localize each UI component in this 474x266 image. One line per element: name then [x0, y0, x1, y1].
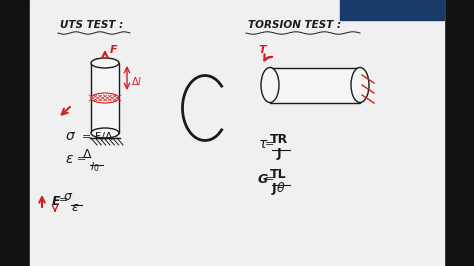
- Text: $\Delta$: $\Delta$: [82, 148, 92, 161]
- Bar: [444, 0, 474, 266]
- Text: E: E: [52, 195, 61, 208]
- Ellipse shape: [261, 68, 279, 102]
- Text: =: =: [265, 139, 274, 149]
- Text: TORSION TEST :: TORSION TEST :: [248, 20, 341, 30]
- Text: J: J: [277, 147, 282, 160]
- Text: =: =: [265, 174, 274, 184]
- Bar: [340, 0, 444, 20]
- Text: = F/A: = F/A: [82, 132, 113, 142]
- Ellipse shape: [91, 93, 119, 103]
- Text: F: F: [110, 45, 118, 55]
- Text: $\sigma$: $\sigma$: [65, 129, 76, 143]
- Text: TR: TR: [270, 133, 288, 146]
- Text: UTS TEST :: UTS TEST :: [60, 20, 123, 30]
- Ellipse shape: [351, 68, 369, 102]
- Ellipse shape: [91, 128, 119, 138]
- Text: $\sigma$: $\sigma$: [63, 190, 73, 203]
- Text: $\varepsilon$: $\varepsilon$: [71, 201, 79, 214]
- Text: $\varepsilon$: $\varepsilon$: [65, 152, 74, 166]
- Bar: [91, 63, 119, 133]
- Text: $\Delta l$: $\Delta l$: [131, 75, 142, 87]
- Bar: [270, 68, 360, 102]
- Text: TL: TL: [270, 168, 287, 181]
- Text: $\tau$: $\tau$: [258, 137, 268, 151]
- Text: T: T: [258, 45, 265, 55]
- Bar: [0, 0, 30, 266]
- Text: G: G: [258, 173, 268, 186]
- Bar: [30, 0, 444, 266]
- Ellipse shape: [91, 58, 119, 68]
- Text: J$\theta$: J$\theta$: [271, 180, 286, 197]
- Text: =: =: [59, 195, 68, 205]
- Text: =: =: [77, 154, 86, 164]
- Text: $l_0$: $l_0$: [90, 160, 100, 174]
